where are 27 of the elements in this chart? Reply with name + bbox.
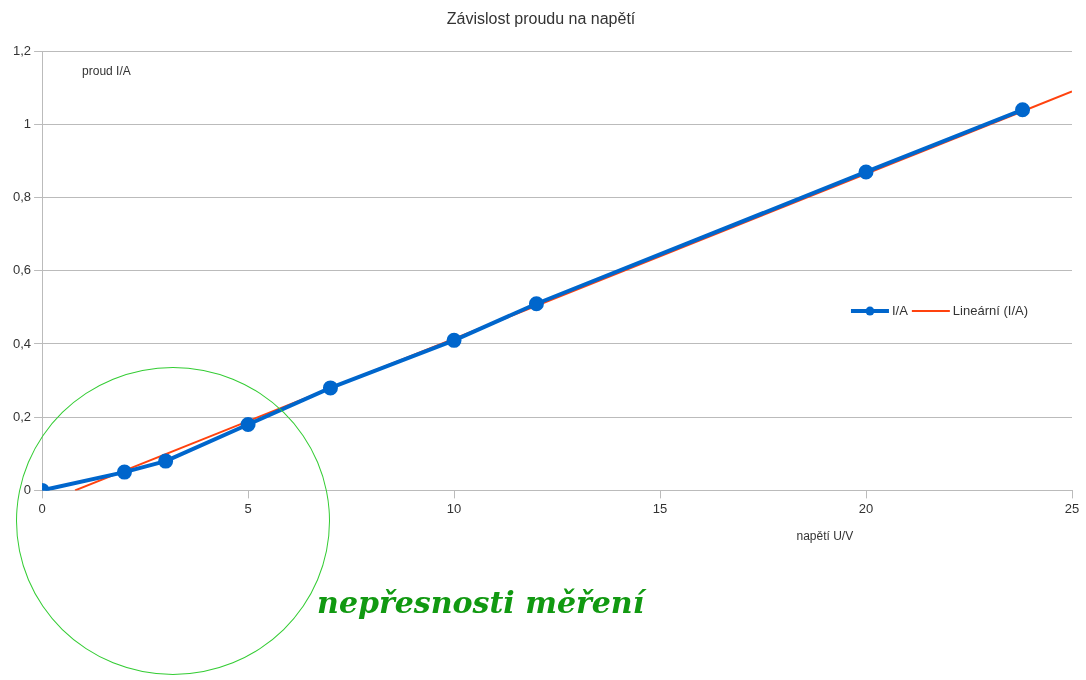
point [158, 453, 174, 469]
point [240, 417, 256, 433]
x-tick-label: 15 [652, 500, 668, 516]
x-tick-label: 25 [1064, 500, 1080, 516]
y-tick-label: 0,6 [12, 262, 32, 278]
point [1015, 102, 1031, 118]
y-tick-label: 1 [23, 115, 32, 131]
y-tick-label: 0,2 [12, 408, 32, 424]
chart-title: Závislost proudu na napětí [446, 10, 636, 28]
x-tick-label: 10 [446, 500, 462, 516]
y-tick-label: 0,8 [12, 189, 32, 205]
point [528, 296, 544, 312]
x-tick-label: 20 [858, 500, 874, 516]
point [858, 164, 874, 180]
x-tick-label: 0 [38, 500, 46, 516]
point [322, 380, 338, 396]
y-axis-title: proud I/A [82, 63, 131, 78]
x-axis-title: napětí U/V [796, 528, 854, 543]
point [446, 332, 462, 348]
y-tick-label: 0,4 [12, 335, 32, 351]
text: nepřesnosti měření [317, 585, 647, 621]
legend-label: Lineární (I/A) [952, 302, 1029, 318]
y-tick-label: 0 [23, 481, 32, 497]
legend-label: I/A [891, 302, 909, 318]
x-tick-label: 5 [244, 500, 252, 516]
point [116, 464, 132, 480]
y-tick-label: 1,2 [12, 42, 32, 58]
